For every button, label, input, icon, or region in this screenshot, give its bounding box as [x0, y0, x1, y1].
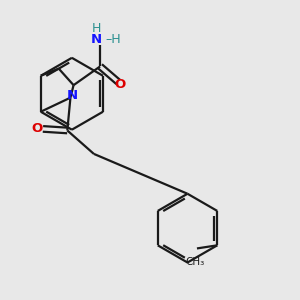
Text: CH₃: CH₃: [186, 257, 205, 267]
Text: H: H: [92, 22, 101, 35]
Text: –H: –H: [105, 33, 121, 46]
Text: N: N: [91, 33, 102, 46]
Text: O: O: [115, 78, 126, 91]
Text: O: O: [32, 122, 43, 135]
Text: N: N: [66, 89, 78, 102]
